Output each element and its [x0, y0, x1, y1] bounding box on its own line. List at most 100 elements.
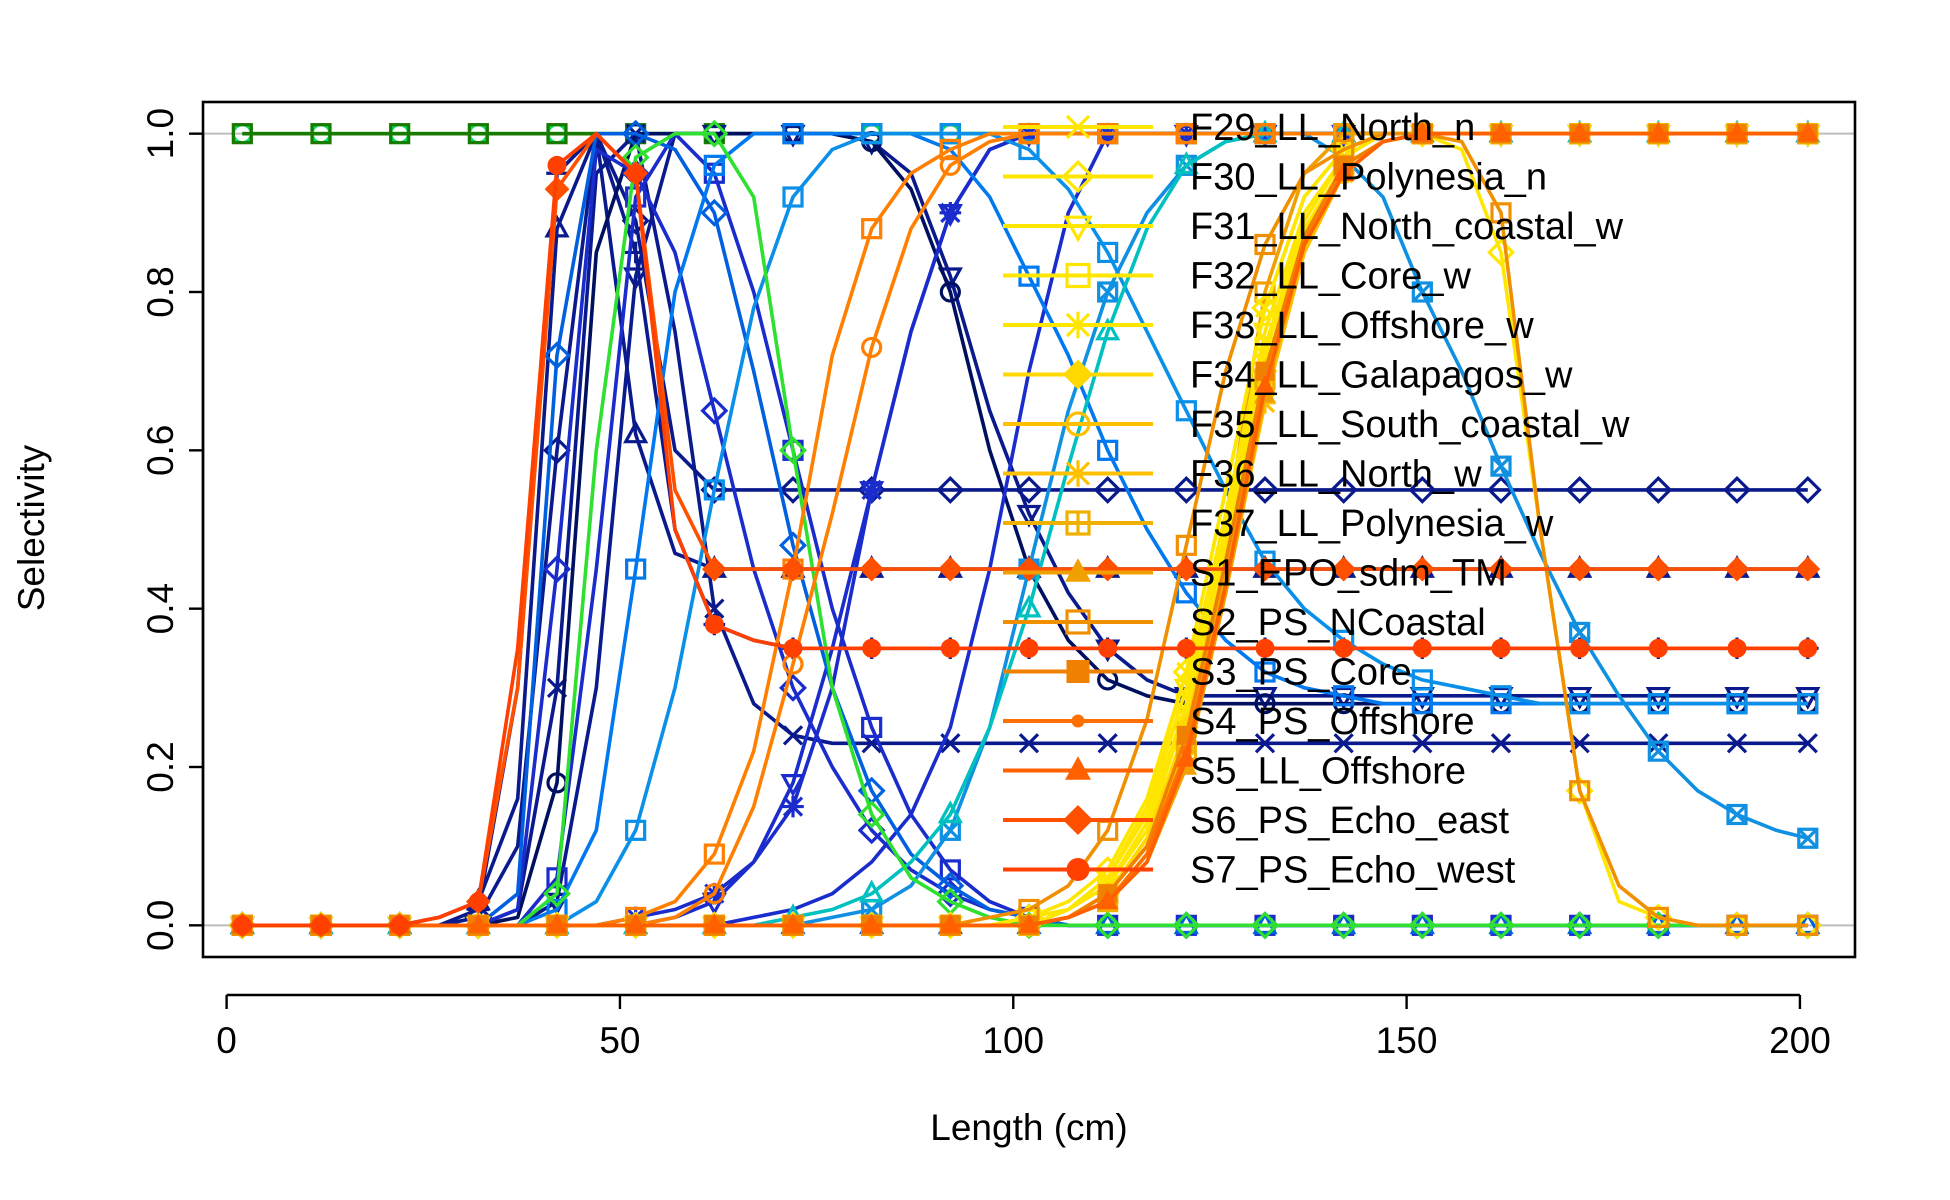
legend-item: S1_EPO_sdm_TM	[1003, 553, 1507, 595]
data-point	[1333, 733, 1354, 754]
data-point	[623, 267, 649, 291]
y-tick-label: 0.6	[140, 425, 181, 476]
data-point	[939, 913, 962, 934]
data-point	[1567, 556, 1593, 582]
data-point	[1726, 121, 1748, 142]
legend-label: F29_LL_North_n	[1190, 107, 1475, 149]
data-point	[1408, 475, 1437, 504]
data-point	[1329, 475, 1358, 504]
data-point	[1016, 504, 1042, 528]
series-line	[242, 131, 1808, 928]
data-point	[779, 436, 807, 465]
data-point	[1412, 733, 1433, 754]
data-point	[780, 556, 806, 582]
series-line	[242, 131, 1808, 928]
series-line	[242, 131, 1808, 928]
series-line	[242, 131, 1808, 928]
data-point	[1726, 693, 1748, 715]
legend-item: F37_LL_Polynesia_w	[1003, 503, 1554, 545]
data-point	[543, 341, 571, 370]
legend-item: S2_PS_NCoastal	[1003, 602, 1486, 644]
data-point	[1726, 803, 1748, 826]
data-point	[1173, 556, 1199, 582]
data-point	[311, 915, 331, 935]
series-line	[242, 131, 1808, 928]
data-point	[544, 176, 570, 202]
data-point	[1795, 556, 1821, 582]
data-point	[310, 123, 332, 145]
data-point	[939, 138, 961, 161]
data-point	[1724, 556, 1750, 582]
data-point	[1018, 913, 1040, 934]
unlabeled-series	[242, 131, 1808, 928]
data-point	[1063, 215, 1093, 243]
data-point	[1798, 638, 1818, 658]
series-line	[242, 131, 1808, 928]
legend-label: F32_LL_Core_w	[1190, 256, 1472, 298]
data-point	[1333, 685, 1355, 707]
legend-item: S6_PS_Echo_east	[1003, 800, 1509, 842]
data-point	[1412, 281, 1433, 303]
series-line	[242, 131, 1808, 928]
data-point	[1333, 123, 1355, 145]
data-point	[232, 915, 252, 935]
legend-item: F36_LL_North_w	[1003, 454, 1482, 496]
data-point	[1412, 638, 1432, 658]
data-point	[937, 204, 963, 227]
data-point	[626, 163, 646, 183]
y-tick-label: 1.0	[140, 108, 181, 159]
legend-label: S2_PS_NCoastal	[1190, 602, 1486, 644]
data-point	[859, 879, 885, 903]
data-point	[1487, 238, 1515, 267]
data-point	[939, 154, 961, 176]
data-point	[1255, 638, 1275, 658]
data-point	[546, 123, 568, 145]
unlabeled-series	[229, 131, 1821, 935]
series-line	[242, 131, 1808, 928]
x-tick-label: 50	[599, 1020, 640, 1061]
data-point	[1065, 262, 1091, 289]
reference-lines	[203, 132, 1855, 927]
y-axis-title: Selectivity	[11, 444, 52, 611]
data-point	[1251, 911, 1279, 940]
data-point	[1067, 512, 1089, 534]
data-point	[782, 913, 804, 934]
series-line	[242, 131, 1808, 928]
series-line	[242, 131, 1808, 928]
series-line	[242, 131, 1808, 928]
data-point	[1175, 700, 1198, 723]
data-point	[1570, 638, 1590, 658]
data-point	[1065, 114, 1091, 140]
data-point	[1411, 669, 1433, 691]
data-point	[1569, 693, 1591, 715]
data-point	[704, 615, 724, 634]
series-line	[242, 131, 1808, 928]
legend-label: F35_LL_South_coastal_w	[1190, 404, 1630, 446]
data-point	[543, 555, 571, 584]
data-point	[1254, 344, 1276, 367]
data-point	[1015, 475, 1043, 504]
series	[229, 131, 1821, 938]
unlabeled-series	[228, 131, 1822, 940]
series-line	[242, 131, 1808, 928]
data-point	[1797, 733, 1818, 754]
legend-item: F34_LL_Galapagos_w	[1003, 355, 1573, 397]
legend: F29_LL_North_n F30_LL_Polynesia_n F31_LL_N…	[1003, 107, 1630, 892]
data-point	[1647, 693, 1669, 715]
y-tick-label: 0.2	[140, 741, 181, 792]
data-point	[468, 892, 488, 912]
data-point	[624, 913, 647, 934]
data-point	[390, 915, 410, 935]
data-point	[1569, 780, 1591, 802]
data-point	[1408, 911, 1437, 940]
series-line	[242, 131, 1808, 928]
data-point	[1066, 660, 1090, 683]
data-point	[1061, 159, 1095, 194]
data-point	[1018, 733, 1040, 754]
data-point	[703, 154, 725, 176]
data-point	[1254, 375, 1276, 395]
legend-label: S3_PS_Core	[1190, 652, 1412, 694]
series-line	[242, 131, 1808, 928]
series-line	[242, 131, 1808, 928]
